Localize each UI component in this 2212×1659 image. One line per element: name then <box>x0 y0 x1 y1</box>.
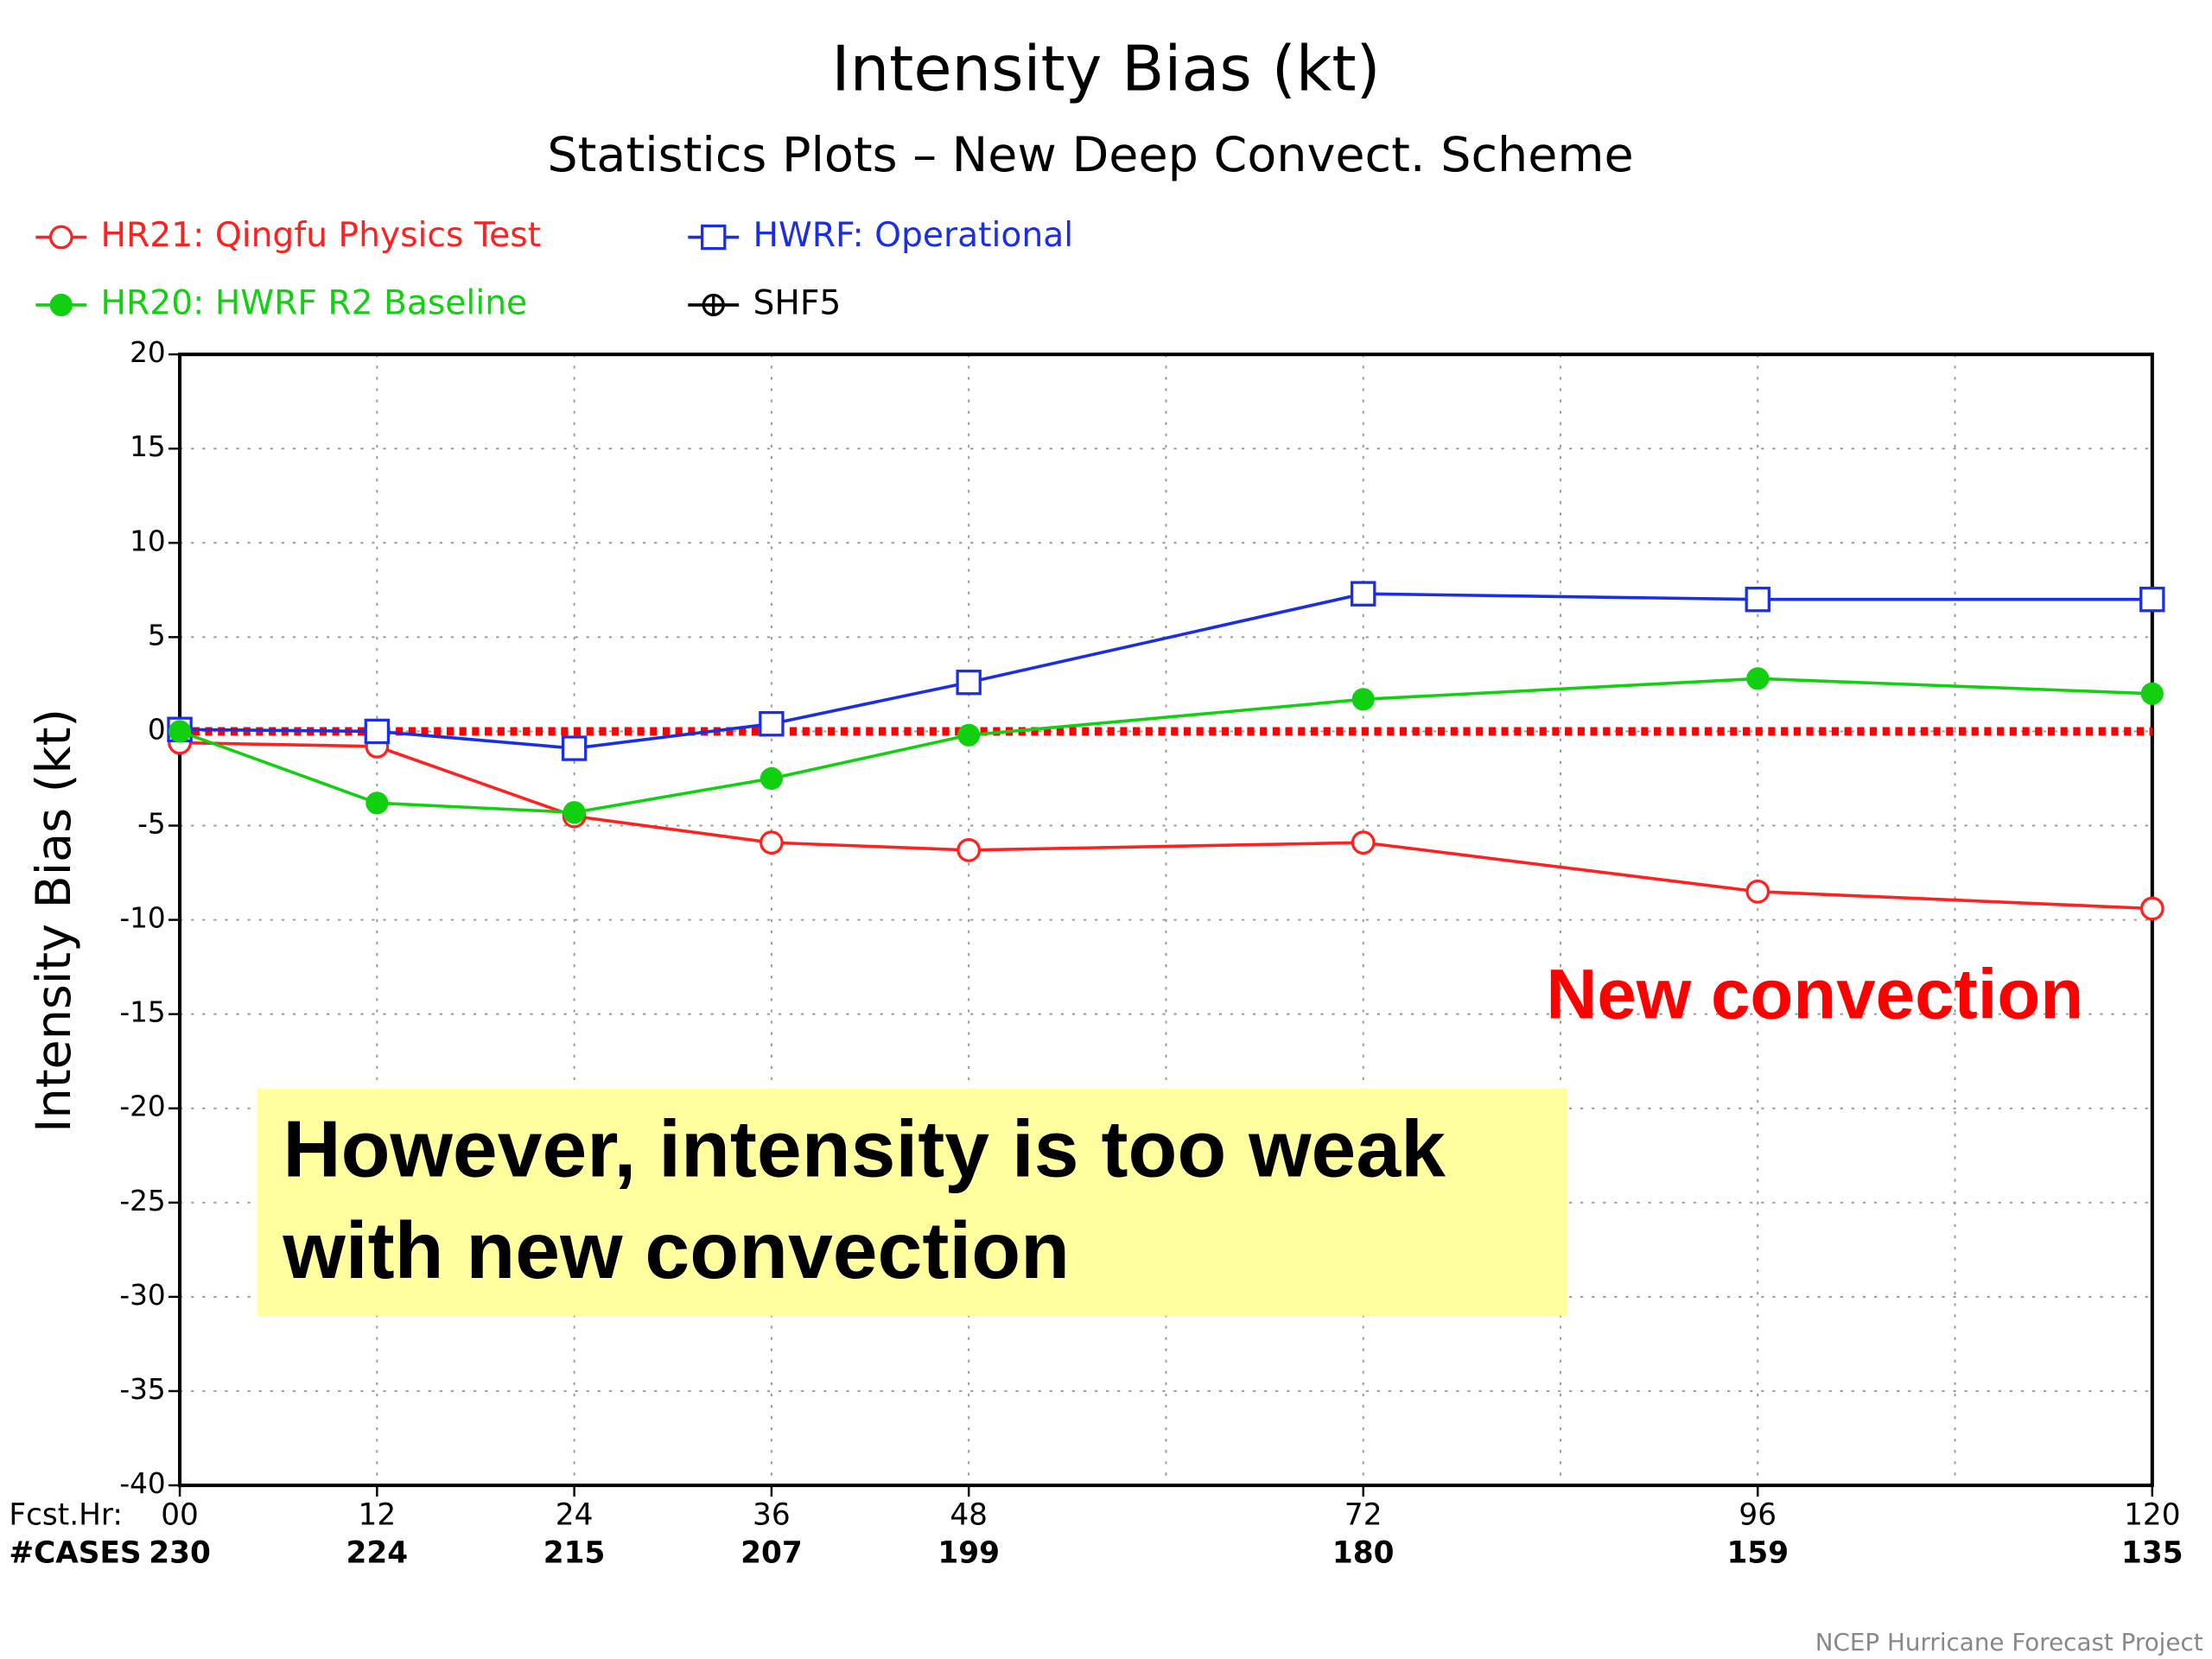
point <box>563 801 586 824</box>
case-count: 230 <box>149 1536 211 1571</box>
y-tick-label: -35 <box>119 1373 165 1406</box>
y-tick-label: 10 <box>130 524 166 557</box>
x-tick-label: 24 <box>556 1497 594 1532</box>
case-count: 199 <box>938 1536 1000 1571</box>
annotation: New convection <box>1546 955 2083 1033</box>
point <box>957 837 982 862</box>
case-count: 135 <box>2121 1536 2183 1571</box>
y-tick-label: 5 <box>148 619 166 652</box>
point <box>1745 587 1770 613</box>
annotation-text: However, intensity is too weak <box>283 1103 1446 1193</box>
y-axis-label: Intensity Bias (kt) <box>26 709 82 1133</box>
point <box>957 723 981 747</box>
y-tick-label: -40 <box>119 1467 165 1500</box>
point <box>364 718 391 745</box>
case-count: 180 <box>1332 1536 1395 1571</box>
point <box>561 735 588 761</box>
footer: NCEP Hurricane Forecast Project <box>1815 1628 2203 1656</box>
y-tick-label: -10 <box>119 902 165 935</box>
legend-marker <box>49 293 73 317</box>
point <box>2139 896 2164 921</box>
point <box>760 766 783 791</box>
y-tick-label: -30 <box>119 1279 165 1312</box>
point <box>365 791 389 815</box>
x-tick-label: 96 <box>1738 1497 1777 1532</box>
legend-label: HR20: HWRF R2 Baseline <box>101 283 528 322</box>
point <box>2140 682 2164 705</box>
point <box>1745 879 1770 904</box>
y-tick-label: -15 <box>119 996 165 1029</box>
legend-marker-cross <box>703 295 724 315</box>
x-tick-label: 00 <box>161 1497 199 1532</box>
cases-label: #CASES <box>9 1536 141 1571</box>
chart-title: Intensity Bias (kt) <box>831 33 1380 105</box>
y-tick-label: 20 <box>130 336 166 369</box>
point <box>760 830 784 855</box>
point <box>956 670 982 696</box>
case-count: 207 <box>741 1536 803 1571</box>
legend-label: SHF5 <box>753 283 841 322</box>
legend-label: HWRF: Operational <box>753 216 1073 255</box>
case-count: 224 <box>346 1536 409 1571</box>
chart-subtitle: Statistics Plots – New Deep Convect. Sch… <box>547 127 1633 183</box>
series-line <box>180 741 2152 911</box>
x-tick-label: 48 <box>950 1497 988 1532</box>
y-tick-label: -20 <box>119 1090 165 1123</box>
y-tick-label: -5 <box>137 808 166 841</box>
legend-label: HR21: Qingfu Physics Test <box>101 216 542 255</box>
y-tick-label: -25 <box>119 1185 165 1217</box>
y-tick-label: 15 <box>130 430 166 463</box>
x-tick-label: 72 <box>1344 1497 1382 1532</box>
case-count: 215 <box>543 1536 606 1571</box>
point <box>2139 587 2165 613</box>
point <box>1351 581 1376 607</box>
x-row-label: Fcst.Hr: <box>9 1497 123 1532</box>
series-line <box>180 592 2152 750</box>
point <box>1351 688 1375 711</box>
y-tick-label: 0 <box>148 713 166 746</box>
series-line <box>179 677 2152 815</box>
annotation-text: with new convection <box>282 1205 1070 1295</box>
x-tick-label: 120 <box>2124 1497 2180 1532</box>
case-count: 159 <box>1726 1536 1789 1571</box>
point <box>1351 830 1376 855</box>
point <box>1746 667 1770 690</box>
x-tick-label: 36 <box>753 1497 791 1532</box>
point <box>759 711 785 737</box>
legend-marker <box>48 225 73 250</box>
point <box>168 720 192 743</box>
legend-marker <box>701 224 727 251</box>
x-tick-label: 12 <box>359 1497 397 1532</box>
annotation-box <box>257 1088 1568 1316</box>
